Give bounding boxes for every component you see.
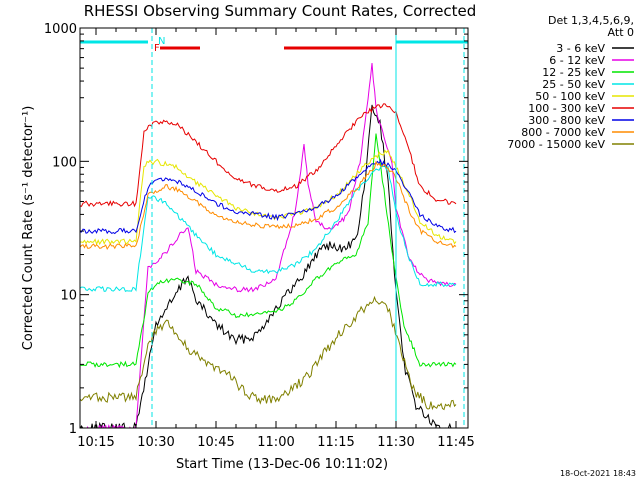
legend-entry-label: 800 - 7000 keV: [521, 126, 605, 139]
x-tick-label: 10:30: [137, 435, 174, 450]
plot-frame: [79, 27, 469, 429]
x-tick-label: 11:00: [257, 435, 294, 450]
series-layer: [80, 62, 457, 428]
legend-entry-label: 3 - 6 keV: [556, 42, 605, 55]
x-tick-label: 10:15: [77, 435, 114, 450]
marker-label-n: N: [158, 36, 165, 47]
x-tick-label: 11:15: [317, 435, 354, 450]
series-line-2: [86, 62, 457, 428]
y-tick-label: 10: [60, 289, 77, 304]
series-line-6: [80, 103, 457, 208]
x-axis: 10:15 10:30 10:45 11:00 11:15 11:30 11:45: [77, 28, 475, 450]
series-line-9: [80, 295, 457, 411]
y-tick-label: 1: [69, 422, 77, 437]
legend-entry-label: 100 - 300 keV: [528, 102, 605, 115]
series-line-4: [80, 165, 457, 292]
y-tick-label: 1000: [44, 22, 77, 37]
legend-header-line: Det 1,3,4,5,6,9,: [548, 14, 634, 27]
legend-entry-label: 50 - 100 keV: [535, 90, 605, 103]
series-line-3: [80, 133, 457, 369]
x-axis-label: Start Time (13-Dec-06 10:11:02): [176, 457, 388, 472]
legend-entry-label: 300 - 800 keV: [528, 114, 605, 127]
legend-header-line: Att 0: [608, 26, 634, 39]
timestamp-stamp: 18-Oct-2021 18:43: [560, 469, 636, 478]
x-tick-label: 11:30: [377, 435, 414, 450]
annotation-layer: NF: [80, 28, 468, 428]
legend-entry-label: 12 - 25 keV: [542, 66, 605, 79]
legend-entry-label: 6 - 12 keV: [549, 54, 605, 67]
legend-entry-label: 25 - 50 keV: [542, 78, 605, 91]
x-tick-label: 11:45: [437, 435, 474, 450]
y-axis: 1 10 100 1000: [44, 22, 468, 437]
series-line-7: [80, 158, 457, 235]
y-axis-label: Corrected Count Rate (s⁻¹ detector⁻¹): [21, 106, 36, 351]
series-line-8: [80, 160, 457, 250]
chart-title: RHESSI Observing Summary Count Rates, Co…: [84, 2, 477, 20]
legend-entry-label: 7000 - 15000 keV: [507, 138, 605, 151]
marker-label-f: F: [154, 43, 160, 54]
x-tick-label: 10:45: [197, 435, 234, 450]
series-line-1: [80, 104, 456, 428]
y-tick-label: 100: [52, 155, 77, 170]
